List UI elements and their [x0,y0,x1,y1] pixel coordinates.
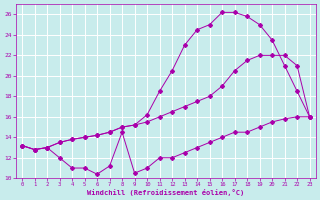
X-axis label: Windchill (Refroidissement éolien,°C): Windchill (Refroidissement éolien,°C) [87,189,244,196]
